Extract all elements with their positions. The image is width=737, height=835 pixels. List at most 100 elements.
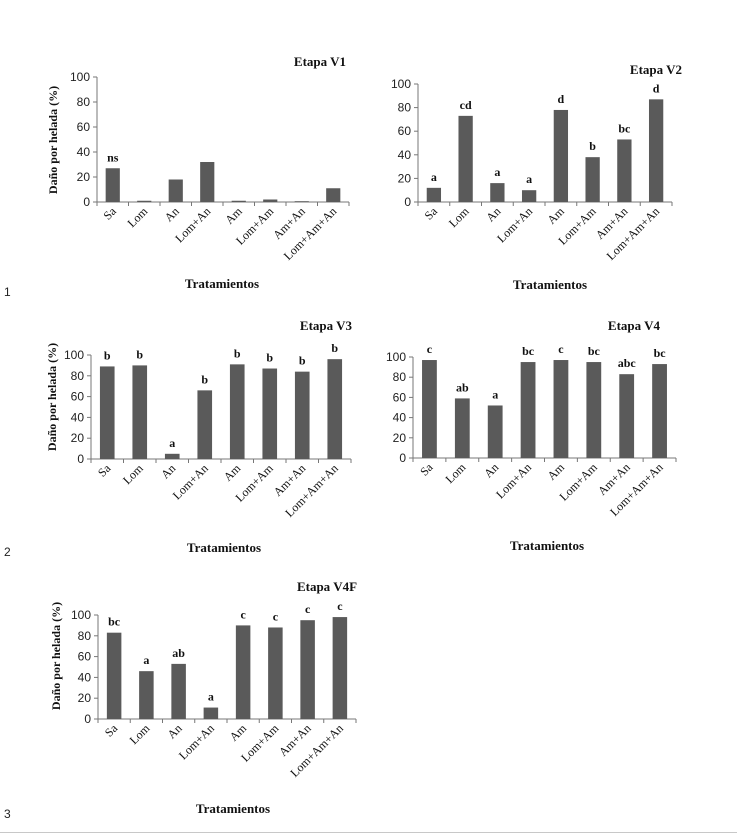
y-axis-title: Daño por helada (%)	[45, 343, 59, 451]
bar-Lom+An	[200, 162, 215, 202]
category-label: Lom+An	[172, 204, 213, 245]
category-label: Am	[227, 721, 250, 744]
data-label: c	[337, 599, 343, 613]
y-tick-label: 60	[393, 390, 407, 404]
y-tick-label: 40	[77, 145, 91, 159]
bar-Lom+Am+An	[332, 617, 348, 719]
bar-Lom+Am	[586, 362, 602, 458]
bar-Am+An	[294, 201, 309, 202]
category-label: Am	[544, 460, 567, 483]
bar-Lom	[132, 365, 148, 459]
figure-number-3: 3	[4, 807, 11, 821]
y-tick-label: 20	[77, 170, 91, 184]
category-label: Lom+An	[493, 460, 534, 501]
y-tick-label: 20	[398, 171, 412, 185]
data-label: c	[427, 342, 433, 356]
category-label: Am	[222, 204, 245, 227]
data-label: b	[266, 351, 273, 365]
bar-Am+An	[300, 620, 315, 719]
category-label: An	[158, 461, 178, 481]
y-tick-label: 40	[398, 148, 412, 162]
y-tick-label: 40	[71, 410, 85, 424]
data-label: b	[589, 139, 596, 153]
category-label: Sa	[422, 204, 441, 223]
data-label: ab	[456, 380, 469, 394]
y-tick-label: 60	[78, 650, 92, 664]
bar-Am+An	[294, 371, 310, 459]
bar-Sa	[422, 360, 437, 458]
bar-Am	[229, 364, 245, 459]
bar-Lom+Am	[585, 157, 600, 202]
category-label: Sa	[100, 204, 119, 223]
chart-title: Etapa V4	[608, 318, 661, 333]
data-label: bc	[108, 615, 121, 629]
category-label: Lom	[443, 460, 469, 486]
bar-Sa	[106, 632, 122, 719]
bar-Lom	[458, 115, 473, 202]
bar-An	[168, 179, 183, 202]
data-label: b	[299, 354, 306, 368]
category-label: Lom	[446, 204, 472, 230]
category-label: Sa	[102, 721, 121, 740]
figure-number-2: 2	[4, 545, 11, 559]
data-label: c	[558, 342, 564, 356]
y-tick-label: 0	[404, 195, 411, 209]
category-label: Am	[544, 204, 567, 227]
data-label: a	[526, 172, 532, 186]
x-axis-title: Tratamientos	[513, 277, 587, 292]
chart-title: Etapa V4F	[297, 579, 357, 594]
bar-Am	[553, 109, 569, 202]
y-tick-label: 40	[78, 670, 92, 684]
y-tick-label: 100	[386, 350, 406, 364]
bar-Sa	[105, 168, 120, 202]
data-label: a	[431, 170, 437, 184]
y-tick-label: 100	[64, 348, 84, 362]
data-label: bc	[522, 344, 535, 358]
category-label: An	[481, 460, 501, 480]
y-tick-label: 80	[78, 629, 92, 643]
x-axis-title: Tratamientos	[196, 801, 270, 816]
y-tick-label: 0	[399, 451, 406, 465]
data-label: ab	[172, 646, 185, 660]
bar-Am+An	[619, 374, 635, 458]
y-tick-label: 80	[398, 101, 412, 115]
category-label: An	[483, 204, 503, 224]
category-label: An	[164, 721, 184, 741]
y-tick-label: 0	[83, 195, 90, 209]
bar-Lom+Am	[262, 368, 278, 459]
data-label: a	[494, 165, 500, 179]
y-tick-label: 100	[391, 77, 411, 91]
data-label: c	[273, 609, 279, 623]
bar-Lom+Am+An	[648, 99, 664, 202]
data-label: abc	[618, 356, 637, 370]
category-label: Lom	[127, 721, 153, 747]
figure-number-1: 1	[4, 285, 11, 299]
data-label: d	[558, 92, 565, 106]
page-bottom-divider	[0, 832, 737, 833]
data-label: bc	[588, 344, 601, 358]
bar-An	[487, 405, 503, 458]
y-tick-label: 20	[71, 431, 85, 445]
y-tick-label: 100	[71, 608, 91, 622]
x-axis-title: Tratamientos	[187, 540, 261, 555]
bar-Lom+An	[203, 707, 219, 719]
category-label: Lom+An	[176, 721, 217, 762]
category-label: Lom	[124, 204, 150, 230]
bar-Am	[231, 200, 246, 202]
chart-panel-5: Etapa V4F 0 20 40 60 80 100 bc Sa a Lom ab An a Lom+An…	[49, 579, 357, 816]
data-label: bc	[654, 346, 667, 360]
category-label: Sa	[95, 461, 114, 480]
chart-panel-3: Etapa V3 0 20 40 60 80 100 b Sa b Lom a An b Lom+An b Am…	[45, 318, 353, 555]
data-label: c	[240, 607, 246, 621]
y-tick-label: 60	[398, 124, 412, 138]
bar-Sa	[99, 366, 115, 459]
y-tick-label: 80	[71, 369, 85, 383]
category-label: Am	[221, 461, 244, 484]
data-label: a	[208, 690, 214, 704]
data-label: bc	[618, 121, 631, 135]
data-label: d	[653, 81, 660, 95]
y-axis-title: Daño por helada (%)	[49, 602, 63, 710]
data-label: c	[305, 602, 311, 616]
